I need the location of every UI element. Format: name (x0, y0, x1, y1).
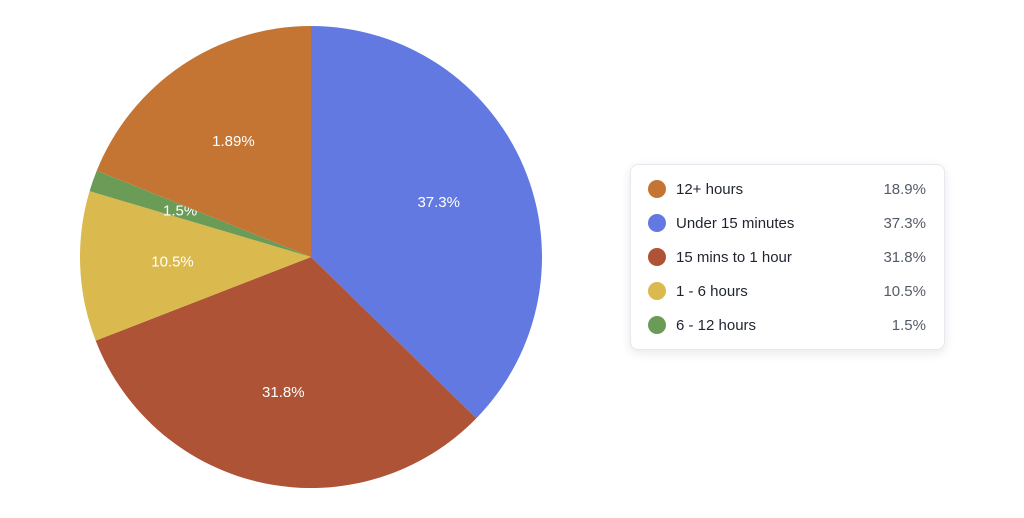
legend-label: 12+ hours (676, 180, 744, 198)
legend-value: 31.8% (883, 248, 926, 266)
pie-slice-12-hours (96, 26, 312, 257)
legend-swatch (648, 214, 666, 232)
pie-slice-1-6-hours (80, 191, 311, 341)
pie-slice-15-mins-to-1-hour (95, 257, 477, 489)
legend-swatch (648, 248, 666, 266)
legend-swatch (648, 180, 666, 198)
legend-value: 10.5% (883, 282, 926, 300)
legend-value: 37.3% (883, 214, 926, 232)
pie-chart: 37.3%31.8%10.5%1.5%1.89% (80, 26, 542, 489)
legend-label: 6 - 12 hours (676, 316, 757, 334)
legend: 12+ hours 18.9% Under 15 minutes 37.3% 15 mi… (630, 164, 945, 350)
legend-item-under-15-minutes[interactable]: Under 15 minutes 37.3% (648, 206, 926, 240)
legend-swatch (648, 316, 666, 334)
legend-item-15-mins-to-1-hour[interactable]: 15 mins to 1 hour 31.8% (648, 240, 926, 274)
slice-label-12-hours: 1.89% (212, 133, 255, 150)
slice-label-15-mins-to-1-hour: 31.8% (262, 384, 305, 401)
legend-label: 1 - 6 hours (676, 282, 748, 300)
legend-value: 1.5% (891, 316, 926, 334)
pie-slice-under-15-minutes (311, 26, 542, 419)
slice-label-1-6-hours: 10.5% (151, 254, 194, 271)
legend-label: 15 mins to 1 hour (676, 248, 792, 266)
pie-slice-6-12-hours (89, 170, 311, 257)
legend-item-1-6-hours[interactable]: 1 - 6 hours 10.5% (648, 274, 926, 308)
slice-label-under-15-minutes: 37.3% (417, 194, 460, 211)
legend-value: 18.9% (883, 180, 926, 198)
legend-item-12-hours[interactable]: 12+ hours 18.9% (648, 172, 926, 206)
legend-label: Under 15 minutes (676, 214, 795, 232)
legend-swatch (648, 282, 666, 300)
legend-item-6-12-hours[interactable]: 6 - 12 hours 1.5% (648, 308, 926, 342)
